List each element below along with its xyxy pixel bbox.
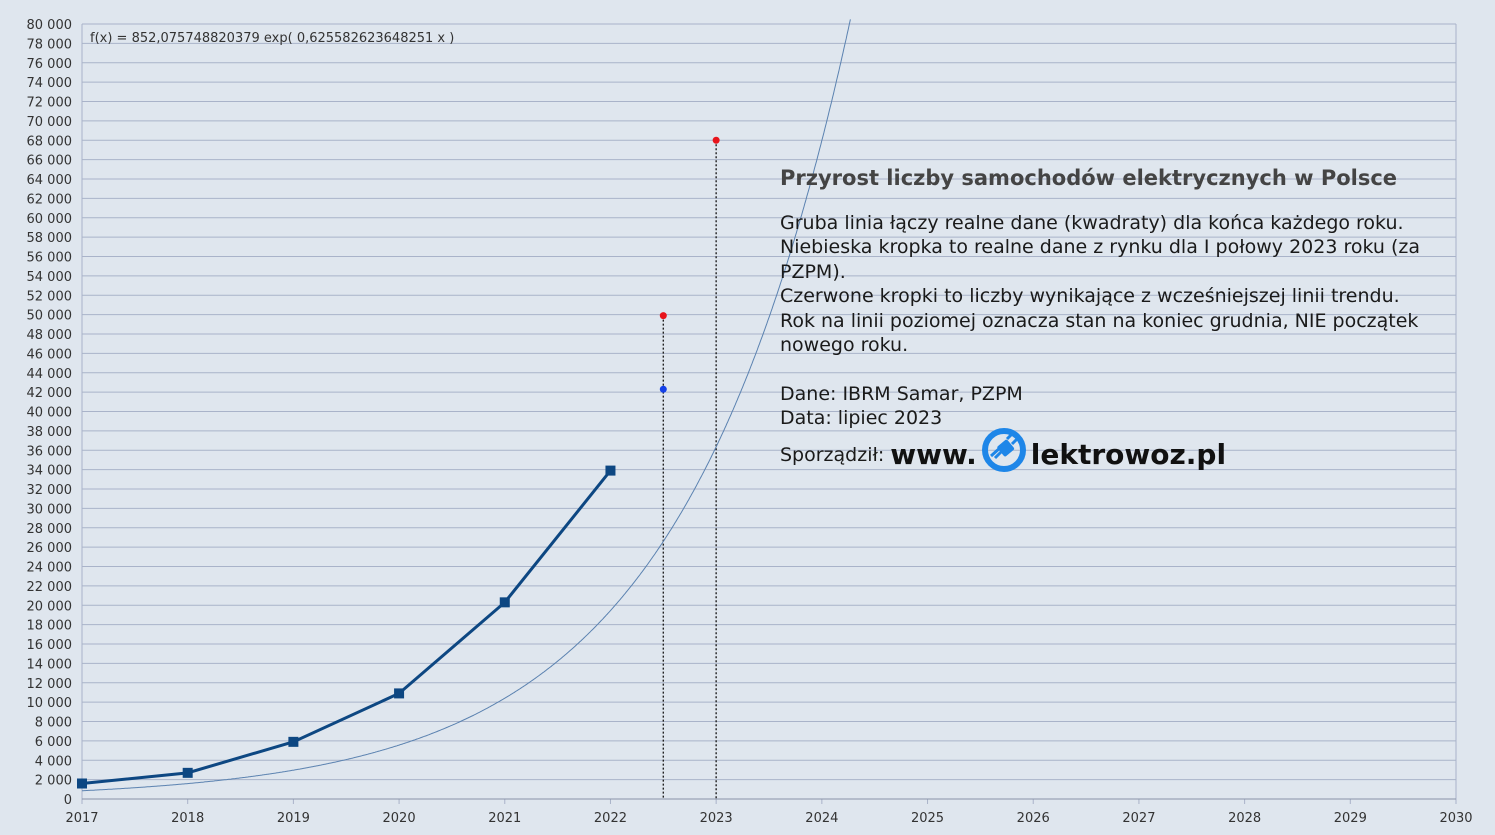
y-tick-label: 76 000 bbox=[27, 57, 73, 72]
y-tick-label: 78 000 bbox=[27, 37, 73, 52]
y-tick-label: 44 000 bbox=[27, 367, 73, 382]
y-tick-label: 48 000 bbox=[27, 328, 73, 343]
trend-formula: f(x) = 852,075748820379 exp( 0,625582623… bbox=[90, 31, 454, 46]
y-tick-label: 28 000 bbox=[27, 522, 73, 537]
data-point bbox=[659, 385, 667, 393]
y-tick-label: 58 000 bbox=[27, 231, 73, 246]
y-tick-label: 26 000 bbox=[27, 541, 73, 556]
x-tick-label: 2018 bbox=[171, 811, 204, 826]
y-tick-label: 42 000 bbox=[27, 386, 73, 401]
y-tick-label: 54 000 bbox=[27, 270, 73, 285]
grid-lines bbox=[81, 23, 1457, 804]
y-tick-label: 38 000 bbox=[27, 425, 73, 440]
y-tick-label: 74 000 bbox=[27, 76, 73, 91]
y-tick-label: 0 bbox=[64, 793, 72, 808]
info-line: Czerwone kropki to liczby wynikające z w… bbox=[780, 285, 1400, 307]
y-tick-label: 8 000 bbox=[35, 716, 72, 731]
logo-prefix: www. bbox=[890, 438, 977, 472]
y-tick-label: 24 000 bbox=[27, 561, 73, 576]
extra-points bbox=[659, 136, 720, 393]
data-point bbox=[712, 136, 720, 144]
y-tick-label: 12 000 bbox=[27, 677, 73, 692]
y-tick-label: 80 000 bbox=[27, 18, 73, 33]
x-tick-label: 2017 bbox=[65, 811, 98, 826]
plug-icon bbox=[979, 425, 1029, 475]
series-marker bbox=[499, 597, 510, 608]
logo: www. lektrowoz.pl bbox=[890, 427, 1227, 481]
y-tick-label: 16 000 bbox=[27, 638, 73, 653]
y-tick-label: 68 000 bbox=[27, 134, 73, 149]
series-line bbox=[81, 469, 612, 785]
x-tick-label: 2030 bbox=[1439, 811, 1472, 826]
y-tick-label: 40 000 bbox=[27, 406, 73, 421]
info-line: Niebieska kropka to realne dane z rynku … bbox=[780, 236, 1421, 283]
info-panel: Przyrost liczby samochodów elektrycznych… bbox=[780, 166, 1420, 481]
info-line: Gruba linia łączy realne dane (kwadraty)… bbox=[780, 211, 1404, 234]
y-tick-label: 6 000 bbox=[35, 735, 72, 750]
x-tick-label: 2021 bbox=[488, 811, 521, 826]
x-tick-label: 2024 bbox=[805, 811, 838, 826]
y-tick-label: 22 000 bbox=[27, 580, 73, 595]
y-tick-label: 72 000 bbox=[27, 96, 73, 111]
source-line: Dane: IBRM Samar, PZPM bbox=[780, 382, 1023, 405]
series-marker bbox=[77, 778, 87, 789]
data-point bbox=[659, 312, 667, 320]
x-tick-label: 2026 bbox=[1017, 811, 1050, 826]
trend-line bbox=[82, 19, 851, 792]
y-tick-label: 34 000 bbox=[27, 464, 73, 479]
x-tick-label: 2022 bbox=[594, 811, 627, 826]
x-tick-label: 2025 bbox=[911, 811, 944, 826]
y-tick-label: 60 000 bbox=[27, 212, 73, 227]
logo-suffix: lektrowoz.pl bbox=[1030, 438, 1227, 472]
y-tick-label: 56 000 bbox=[27, 251, 73, 266]
y-tick-label: 52 000 bbox=[27, 289, 73, 304]
y-axis-ticks: 0 2 000 4 000 6 000 8 000 10 000 12 000 14 000 1… bbox=[27, 18, 73, 808]
x-tick-label: 2028 bbox=[1228, 811, 1261, 826]
series-markers bbox=[77, 465, 616, 789]
y-tick-label: 20 000 bbox=[27, 599, 73, 614]
y-tick-label: 46 000 bbox=[27, 347, 73, 362]
y-tick-label: 2 000 bbox=[35, 774, 72, 789]
y-tick-label: 50 000 bbox=[27, 309, 73, 324]
y-tick-label: 36 000 bbox=[27, 444, 73, 459]
y-tick-label: 18 000 bbox=[27, 619, 73, 634]
y-tick-label: 64 000 bbox=[27, 173, 73, 188]
y-tick-label: 62 000 bbox=[27, 192, 73, 207]
y-tick-label: 66 000 bbox=[27, 154, 73, 169]
date-line: Data: lipiec 2023 bbox=[780, 407, 943, 429]
x-tick-label: 2019 bbox=[277, 811, 310, 826]
y-tick-label: 4 000 bbox=[35, 754, 72, 769]
y-tick-label: 14 000 bbox=[27, 657, 73, 672]
y-tick-label: 30 000 bbox=[27, 502, 73, 517]
series-marker bbox=[288, 736, 299, 747]
series-marker bbox=[605, 465, 616, 476]
author-line: Sporządził: www. lektrowoz.pl bbox=[780, 427, 1420, 481]
x-tick-label: 2020 bbox=[383, 811, 416, 826]
x-tick-label: 2027 bbox=[1122, 811, 1155, 826]
y-tick-label: 32 000 bbox=[27, 483, 73, 498]
x-tick-label: 2029 bbox=[1334, 811, 1367, 826]
info-title: Przyrost liczby samochodów elektrycznych… bbox=[780, 166, 1398, 190]
info-line: Rok na linii poziomej oznacza stan na ko… bbox=[780, 309, 1419, 357]
x-axis-ticks: 2017 2018 2019 2020 2021 2022 2023 2024 2025 2026… bbox=[65, 811, 1472, 826]
dotted-guide-lines bbox=[662, 140, 717, 799]
author-label: Sporządził: bbox=[780, 444, 885, 467]
x-tick-label: 2023 bbox=[700, 811, 733, 826]
series-marker bbox=[394, 688, 405, 699]
series-marker bbox=[182, 767, 193, 778]
y-tick-label: 70 000 bbox=[27, 115, 73, 130]
y-tick-label: 10 000 bbox=[27, 696, 73, 711]
